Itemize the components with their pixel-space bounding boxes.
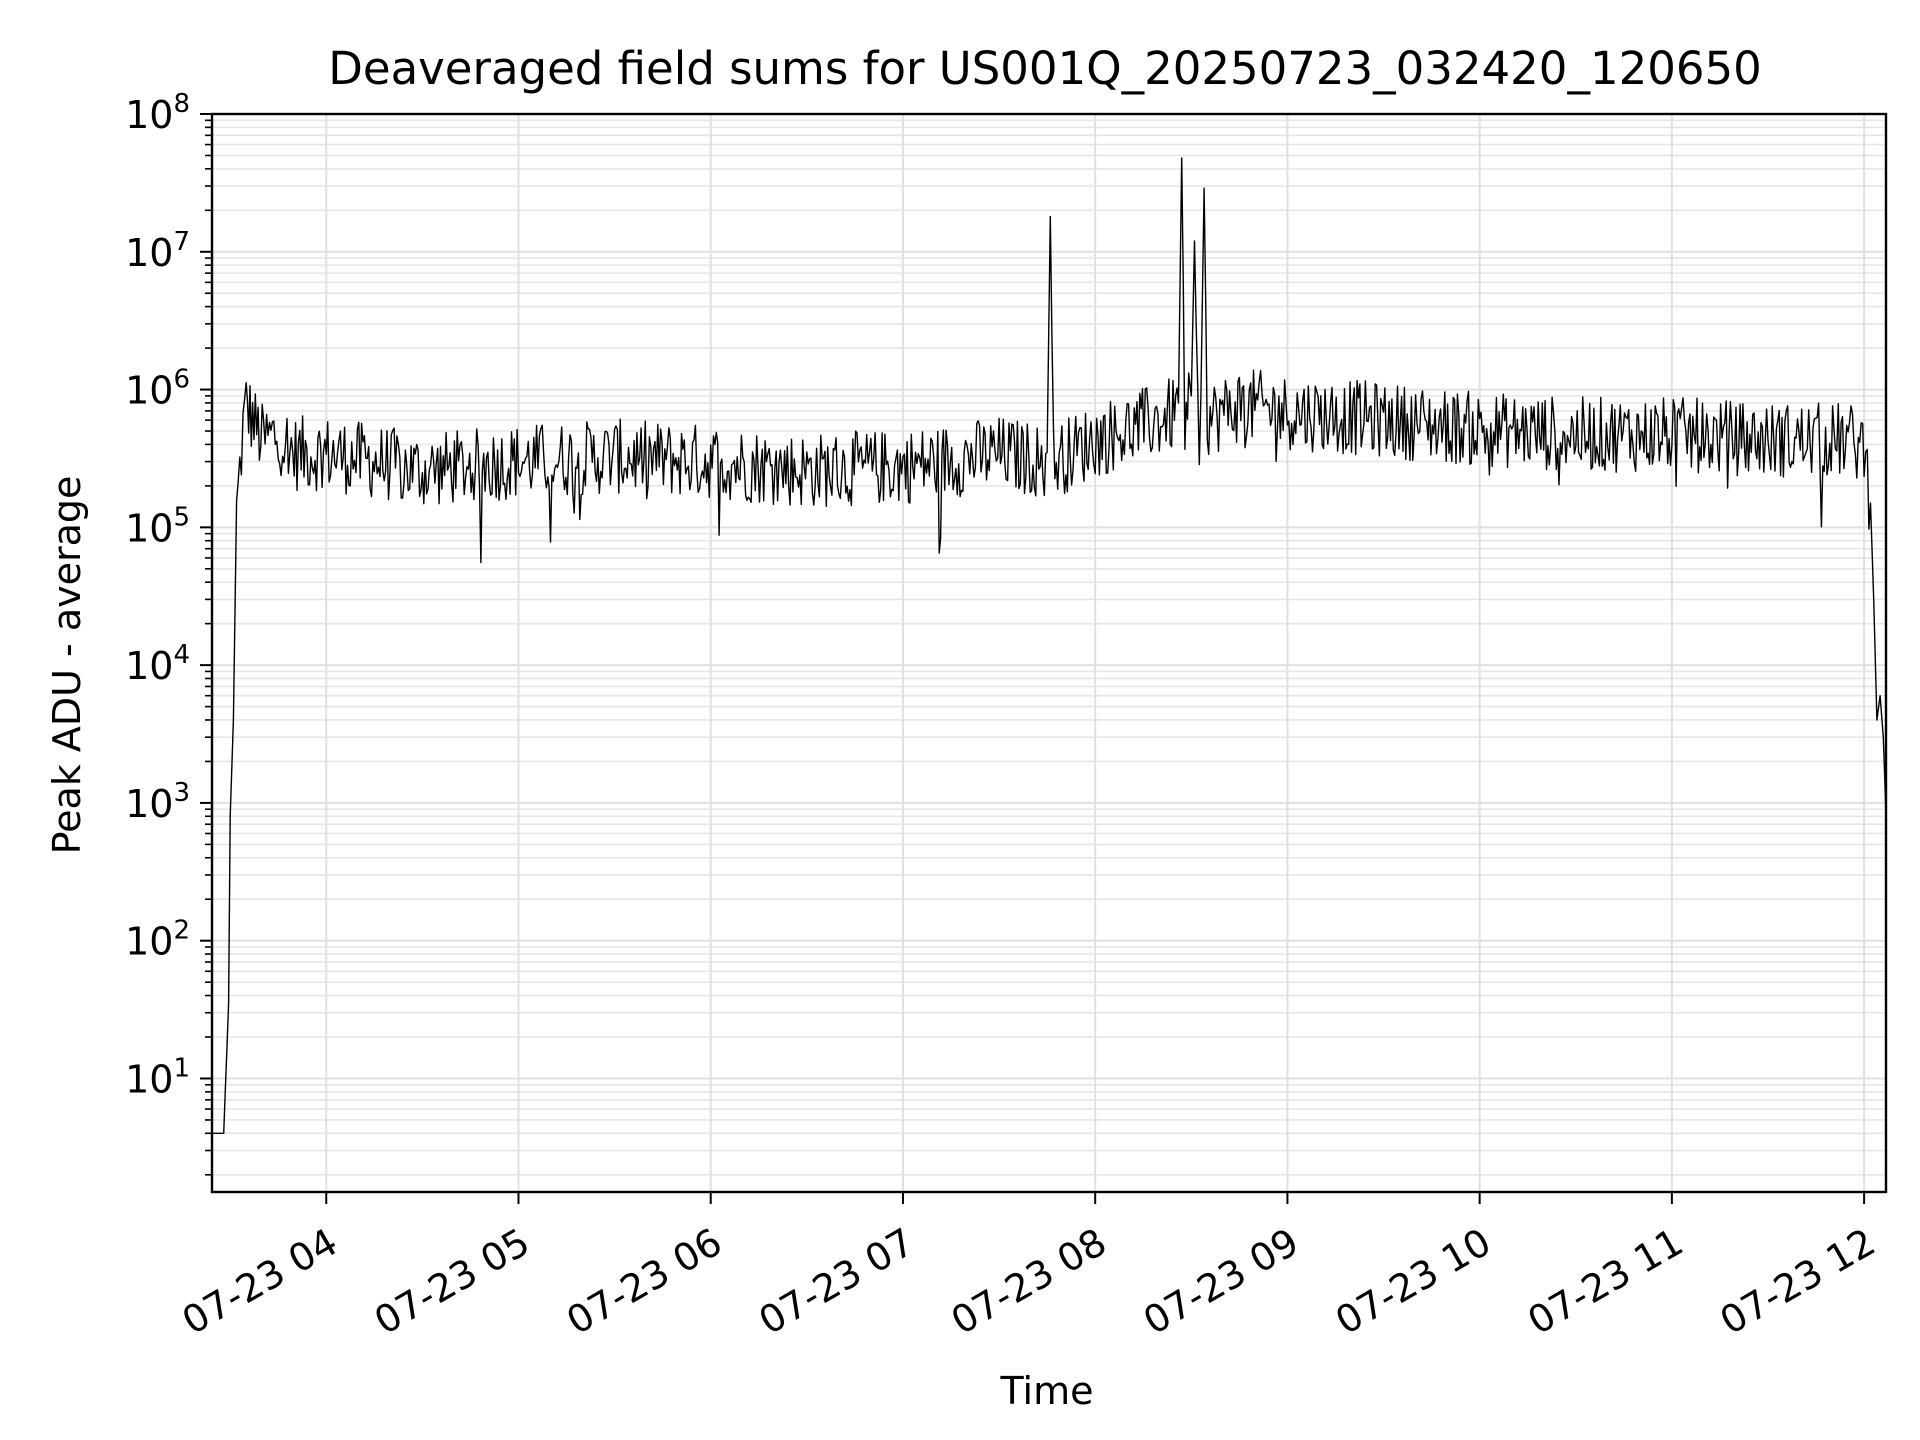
y-axis: 101 102 103 104 105 106 107 108 bbox=[125, 89, 212, 1176]
series-line-0 bbox=[212, 157, 1887, 1135]
y-tick-label: 101 bbox=[125, 1053, 190, 1101]
y-axis-label: Peak ADU - average bbox=[45, 476, 89, 855]
y-tick-label: 104 bbox=[125, 640, 190, 688]
y-tick-label: 108 bbox=[125, 89, 190, 137]
y-tick-label: 105 bbox=[125, 502, 190, 550]
y-tick-label: 103 bbox=[125, 778, 190, 826]
plot-frame bbox=[210, 112, 1888, 1194]
y-tick-label: 107 bbox=[125, 227, 190, 275]
y-tick-label: 106 bbox=[125, 365, 190, 413]
series-layer bbox=[212, 157, 1887, 1135]
chart-title: Deaveraged field sums for US001Q_2025072… bbox=[328, 42, 1761, 95]
y-tick-label: 102 bbox=[125, 916, 190, 964]
x-axis-label: Time bbox=[1000, 1369, 1094, 1413]
